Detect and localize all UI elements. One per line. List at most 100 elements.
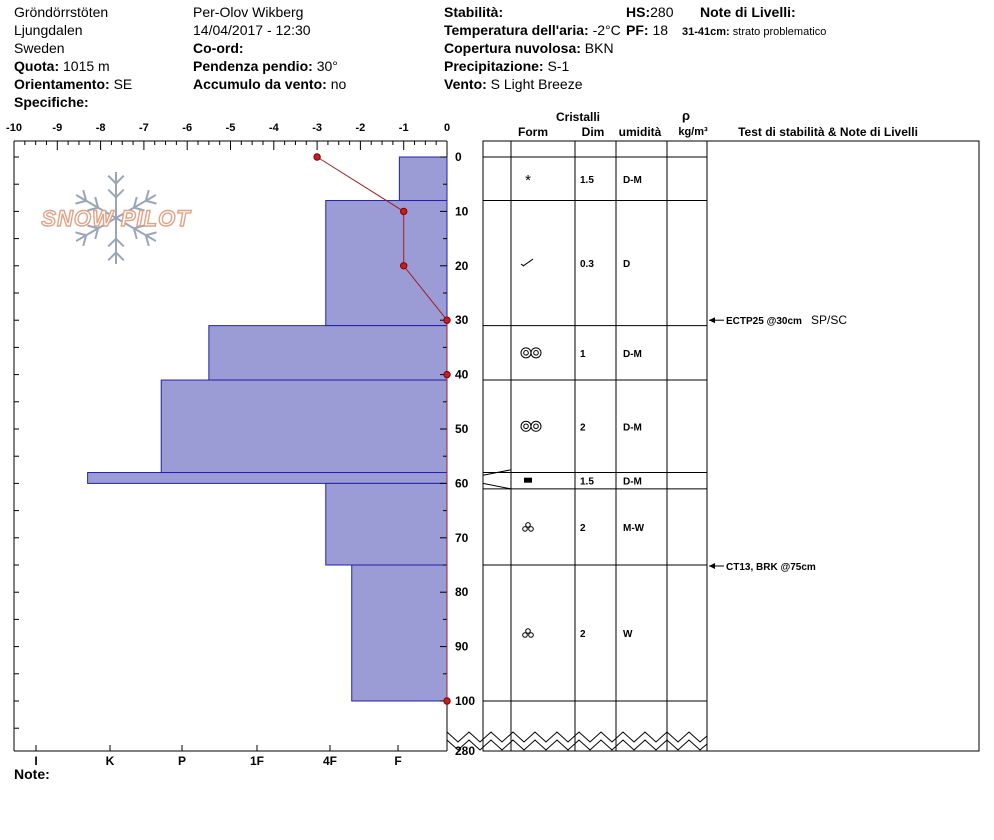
note-livelli-label: Note di Livelli: [700, 4, 796, 20]
test-extra: SP/SC [811, 313, 847, 327]
umidita-header: umidità [619, 125, 662, 139]
vento-field: Vento: S Light Breeze [444, 75, 583, 93]
rho-header: ρ [682, 108, 690, 123]
top-axis-tick-label: -2 [356, 122, 366, 134]
snowflake-branch [87, 224, 99, 230]
form-header: Form [518, 125, 548, 139]
grain-form-ring [522, 632, 528, 638]
depth-axis-tick-label: 70 [455, 531, 469, 545]
depth-axis-tick-label: 80 [455, 585, 469, 599]
grain-form-fragment-icon [520, 258, 534, 267]
hardness-bar [208, 325, 448, 381]
depth-axis-tick-label: 20 [455, 259, 469, 273]
hs-value: 280 [650, 4, 674, 20]
grain-form-double-ring-icon [520, 347, 542, 359]
pf-value: 18 [652, 22, 669, 38]
snowflake-branch [133, 206, 145, 212]
vento-label: Vento: [444, 76, 487, 92]
grain-form-ring [530, 347, 542, 359]
layer-umidita: W [623, 629, 633, 640]
grain-form-star-icon: * [525, 172, 531, 189]
copertura-value: BKN [584, 40, 614, 56]
specifiche-label: Specifiche: [14, 94, 89, 110]
problem-layer-note: 31-41cm: strato problematico [682, 23, 826, 41]
test-arrow-head [709, 563, 715, 569]
layer-dim: 2 [580, 422, 586, 433]
hardness-label: 1F [250, 754, 264, 768]
layer-umidita: D [623, 259, 630, 270]
snowflake-branch [107, 175, 117, 185]
stabilita-field: Stabilità: [444, 3, 503, 21]
grain-form-ring [520, 420, 532, 432]
accumulo-field: Accumulo da vento: no [193, 75, 346, 93]
precip-value: S-1 [547, 58, 570, 74]
specifiche-field: Specifiche: [14, 93, 89, 111]
coord-label: Co-ord: [193, 40, 244, 56]
layer-dim: 2 [580, 523, 586, 534]
depth-break-zigzag-bottom [446, 739, 708, 751]
temperature-point [400, 262, 408, 270]
grain-form-glyph: * [525, 172, 531, 189]
top-axis-tick-label: 0 [444, 122, 450, 134]
layer-umidita: D-M [623, 422, 642, 433]
hardness-bars [87, 156, 448, 702]
grain-form-ring [530, 420, 542, 432]
grain-form-double-ring-icon [520, 420, 542, 432]
location-name: Gröndörrstöten [14, 4, 109, 20]
total-depth-label: 280 [455, 744, 475, 758]
hs-field: HS:280 [626, 3, 673, 21]
pf-label: PF: [626, 22, 649, 38]
snowflake-arm [75, 217, 117, 242]
cristalli-header: Cristalli [556, 110, 600, 124]
temperature-point [443, 697, 451, 705]
snowflake-branch [82, 234, 88, 247]
grain-form-stroke [520, 263, 525, 267]
test-arrow-head [709, 317, 715, 324]
layer-umidita: D-M [623, 175, 642, 186]
snowflake-icon [75, 172, 157, 264]
temperature-profile [313, 153, 451, 705]
top-axis-tick-label: -5 [226, 122, 236, 134]
depth-axis-tick-label: 40 [455, 368, 469, 382]
snowflake-branch [144, 234, 150, 247]
grain-form-ring [528, 526, 534, 532]
top-axis-tick-label: -9 [52, 122, 62, 134]
hardness-label: K [106, 754, 115, 768]
observer-name: Per-Olov Wikberg [193, 4, 304, 20]
grain-form-stroke [522, 258, 534, 267]
top-axis-tick-label: -8 [96, 122, 106, 134]
depth-axis-tick-label: 50 [455, 422, 469, 436]
layer-umidita: D-M [623, 349, 642, 360]
top-axis-tick-label: -6 [182, 122, 192, 134]
tests-header: Test di stabilità & Note di Livelli [738, 125, 918, 139]
snowflake-branch [94, 228, 100, 240]
grain-form-cluster-icon [522, 628, 534, 638]
hardness-label: I [34, 754, 37, 768]
top-axis-ticks: -10 -9 -8 -7 -6 -5 -4 -3 -2 -1 0 [6, 122, 450, 150]
logo-text: SNOW PILOT [41, 206, 191, 231]
temp-field: Temperatura dell'aria: -2°C [444, 21, 621, 39]
snowflake-arm [115, 194, 157, 219]
snowflake-branch [132, 196, 138, 208]
density-unit: kg/m³ [678, 126, 708, 138]
quota-field: Quota: 1015 m [14, 57, 110, 75]
stabilita-label: Stabilità: [444, 4, 504, 20]
snowpilot-logo: SNOW PILOT [41, 172, 191, 264]
snowflake-branch [115, 188, 125, 199]
pendenza-label: Pendenza pendio: [193, 58, 313, 74]
pendenza-field: Pendenza pendio: 30° [193, 57, 338, 75]
top-axis-tick-label: -1 [399, 122, 409, 134]
region-name: Ljungdalen [14, 22, 83, 38]
test-label: ECTP25 @30cm [726, 316, 802, 327]
accumulo-label: Accumulo da vento: [193, 76, 327, 92]
hardness-scale: I K P 1F 4F F [34, 745, 402, 768]
top-axis-tick-label: -4 [269, 122, 280, 134]
snowflake-branch [145, 199, 157, 205]
hardness-bar [398, 156, 448, 202]
top-axis-tick-label: -7 [139, 122, 149, 134]
precip-label: Precipitazione: [444, 58, 544, 74]
orient-label: Orientamento: [14, 76, 110, 92]
note-field: Note: [14, 765, 50, 783]
grain-form-ring [520, 347, 532, 359]
